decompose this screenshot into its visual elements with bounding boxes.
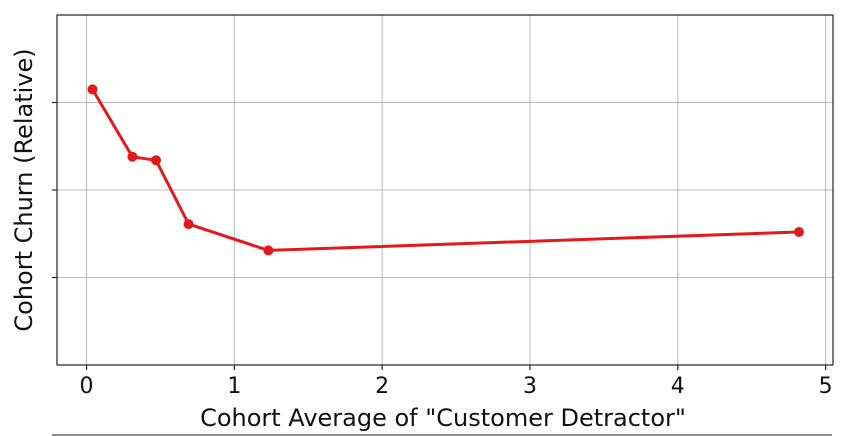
x-axis-label: Cohort Average of "Customer Detractor" <box>200 404 686 432</box>
plot-frame <box>56 14 834 366</box>
x-tick-label-5: 5 <box>819 374 833 399</box>
data-point-0 <box>87 84 98 95</box>
data-point-2 <box>151 155 162 166</box>
series-line-0 <box>91 87 801 252</box>
y-ticks <box>52 101 57 279</box>
x-tick-label-4: 4 <box>671 374 685 399</box>
x-tick-label-0: 0 <box>80 374 94 399</box>
x-tick-label-1: 1 <box>227 374 241 399</box>
data-point-4 <box>263 245 274 256</box>
data-point-3 <box>183 219 194 230</box>
y-axis-label: Cohort Churn (Relative) <box>10 48 38 331</box>
grid <box>57 15 833 365</box>
x-tick-label-3: 3 <box>523 374 537 399</box>
series <box>87 84 805 256</box>
data-point-1 <box>127 151 138 162</box>
x-ticks: 0 1 2 3 4 5 <box>80 365 833 399</box>
x-tick-label-2: 2 <box>375 374 389 399</box>
data-point-5 <box>794 227 805 237</box>
